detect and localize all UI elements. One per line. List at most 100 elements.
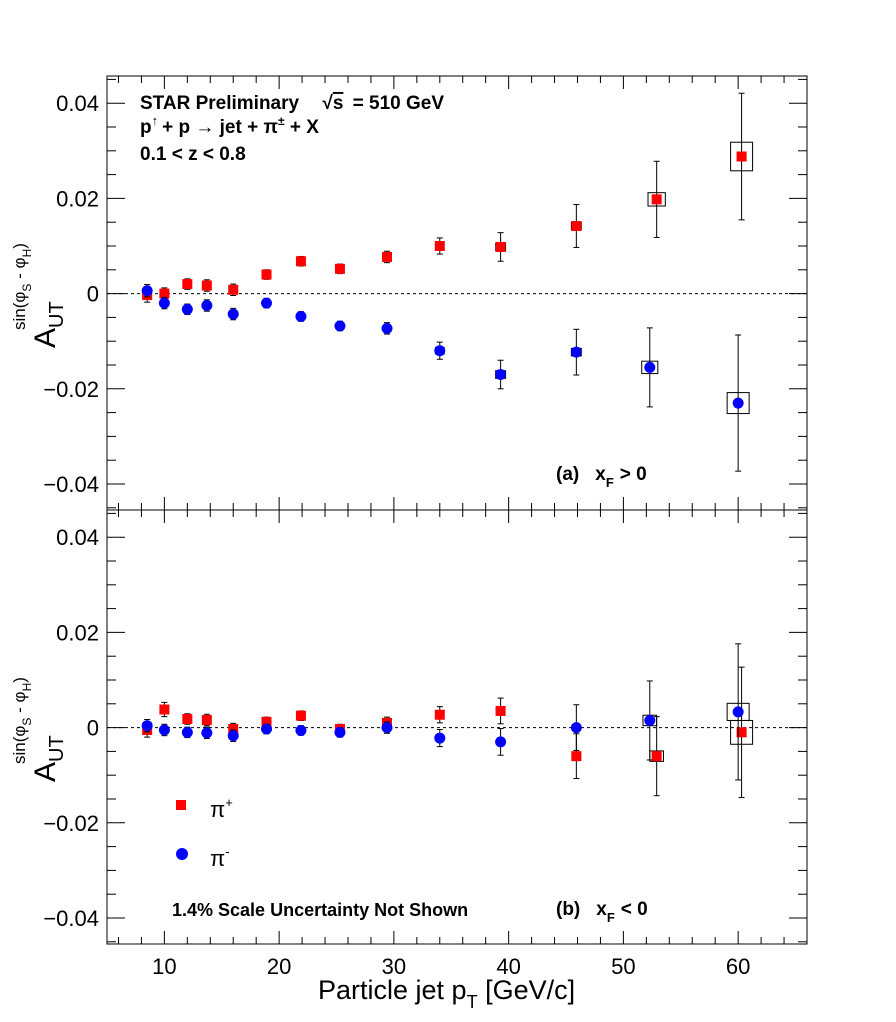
marker-pi-minus — [334, 320, 346, 332]
marker-pi-plus — [651, 751, 662, 762]
marker-pi-minus — [141, 720, 153, 732]
data-point — [141, 719, 153, 733]
marker-pi-plus — [228, 724, 239, 735]
marker-pi-plus — [434, 709, 445, 720]
xtick-label: 60 — [726, 954, 750, 979]
panel-a-ytick-labels: 0.04 0.02 0 −0.02 −0.04 — [43, 91, 99, 497]
marker-pi-plus — [495, 241, 506, 252]
panel-a-frame — [106, 75, 808, 511]
data-point — [642, 680, 658, 761]
marker-pi-plus — [159, 288, 170, 299]
data-point — [261, 269, 272, 280]
data-point — [730, 666, 754, 799]
header-line2: p↑ + p → jet + π± + X — [140, 113, 319, 138]
xtick-label: 30 — [382, 954, 406, 979]
data-point — [181, 303, 193, 316]
marker-pi-plus — [295, 710, 306, 721]
marker-pi-plus — [182, 279, 193, 290]
data-point — [730, 92, 754, 221]
marker-pi-plus — [334, 263, 345, 274]
scale-uncertainty-note: 1.4% Scale Uncertainty Not Shown — [172, 900, 468, 920]
data-point — [182, 278, 193, 290]
data-point — [495, 232, 507, 262]
panel-b-frame — [106, 509, 808, 945]
marker-pi-minus — [181, 303, 193, 315]
marker-pi-minus — [295, 724, 307, 736]
data-point — [726, 334, 750, 472]
marker-pi-minus — [732, 397, 744, 409]
data-point — [181, 726, 193, 739]
marker-pi-plus — [571, 221, 582, 232]
data-point — [158, 723, 170, 737]
marker-pi-minus — [158, 297, 170, 309]
data-point — [495, 359, 507, 390]
legend-marker-pi-plus — [176, 800, 186, 810]
marker-pi-plus — [159, 704, 170, 715]
data-point — [182, 713, 193, 725]
marker-pi-minus — [381, 322, 393, 334]
data-point — [726, 643, 750, 781]
marker-pi-plus — [736, 151, 747, 162]
data-point — [334, 320, 346, 332]
marker-pi-minus — [381, 722, 393, 734]
panel-a-ticks — [107, 76, 807, 510]
marker-pi-minus — [201, 300, 213, 311]
marker-pi-minus — [227, 308, 239, 320]
data-point — [381, 322, 393, 335]
xtick-label: 50 — [611, 954, 635, 979]
data-point — [334, 263, 345, 275]
data-point — [227, 729, 239, 742]
data-point — [381, 721, 393, 734]
svg-text:AUT: AUT — [29, 735, 68, 782]
panel-a: 0.04 0.02 0 −0.02 −0.04 STAR Preliminary √s … — [10, 75, 808, 511]
data-point — [201, 279, 212, 292]
marker-pi-minus — [732, 706, 744, 718]
legend: π+ π- — [176, 795, 233, 871]
x-axis-label: Particle jet pT [GeV/c] — [318, 975, 575, 1012]
panel-b-ylabel: AUT sin(φS - φH) — [10, 677, 68, 782]
marker-pi-minus — [261, 723, 273, 735]
marker-pi-minus — [570, 346, 582, 358]
marker-pi-minus — [295, 310, 307, 322]
data-point — [158, 296, 170, 310]
data-point — [261, 297, 273, 309]
header-line3: 0.1 < z < 0.8 — [140, 144, 246, 165]
legend-label-pi-plus: π+ — [210, 795, 233, 822]
marker-pi-minus — [201, 727, 213, 739]
marker-pi-plus — [571, 751, 582, 762]
sys-box — [730, 141, 754, 172]
marker-pi-plus — [261, 269, 272, 280]
sys-box — [726, 702, 750, 721]
panel-a-label: (a) xF > 0 — [556, 464, 647, 490]
marker-pi-plus — [201, 714, 212, 725]
xtick-label: 40 — [496, 954, 520, 979]
ytick-label: 0 — [87, 716, 99, 741]
panel-b: 0.04 0.02 0 −0.02 −0.04 10 20 30 40 50 60 π+ π- 1… — [10, 509, 808, 1012]
data-point — [159, 701, 170, 718]
sys-box — [647, 192, 666, 207]
data-point — [295, 710, 306, 721]
marker-pi-plus — [182, 714, 193, 725]
data-point — [141, 284, 153, 298]
marker-pi-plus — [228, 284, 239, 295]
marker-pi-minus — [158, 724, 170, 736]
data-point — [434, 706, 445, 724]
marker-pi-minus — [644, 714, 656, 726]
svg-text:sin(φS - φH): sin(φS - φH) — [10, 243, 34, 330]
ytick-label: −0.04 — [43, 472, 99, 497]
panel-a-marks — [141, 92, 754, 472]
marker-pi-plus — [495, 705, 506, 716]
marker-pi-minus — [334, 726, 346, 738]
data-point — [495, 697, 506, 725]
data-point — [227, 307, 239, 321]
marker-pi-minus — [261, 297, 273, 309]
legend-marker-pi-minus — [176, 848, 188, 860]
header-line1: STAR Preliminary √s = 510 GeV — [140, 93, 444, 114]
marker-pi-minus — [181, 726, 193, 738]
data-point — [295, 255, 306, 267]
data-point — [201, 713, 212, 727]
marker-pi-minus — [644, 361, 656, 373]
data-point — [570, 704, 582, 751]
data-point — [295, 724, 307, 736]
